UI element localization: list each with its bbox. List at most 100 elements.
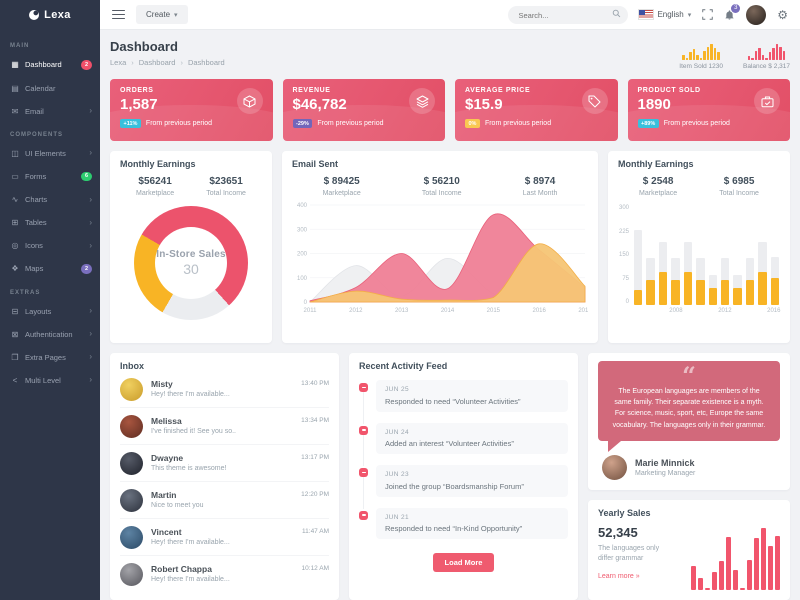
search-icon[interactable]: [612, 9, 621, 18]
sales-bar: [691, 565, 696, 590]
sidebar-item-label: Multi Level: [25, 375, 61, 385]
breadcrumb-item[interactable]: Lexa: [110, 58, 127, 67]
sidebar-item-layouts[interactable]: ⊟ Layouts ›: [0, 300, 100, 323]
earnings-bar-plot: [633, 205, 780, 305]
sidebar-item-maps[interactable]: ❖ Maps 2: [0, 257, 100, 281]
card-title: Recent Activity Feed: [359, 361, 448, 371]
brand-logo[interactable]: Lexa: [0, 0, 100, 30]
inbox-message-row[interactable]: Martin Nice to meet you 12:20 PM: [120, 482, 329, 519]
sales-bar: [719, 561, 724, 590]
inbox-message-row[interactable]: Vincent Hey! there I'm available... 11:47 …: [120, 519, 329, 556]
sender-name: Dwayne: [151, 452, 184, 463]
y-tick-label: 75: [622, 275, 629, 282]
spark-bar: [685, 58, 689, 60]
notifications-bell-icon[interactable]: 3: [724, 3, 741, 21]
avatar: [120, 451, 143, 475]
inbox-message-row[interactable]: Dwayne This theme is awesome! 13:17 PM: [120, 445, 329, 482]
us-flag-icon: [638, 9, 655, 20]
bar-earning: [671, 280, 680, 305]
balance-stat: Balance $ 2,317: [743, 43, 790, 70]
sales-bar: [712, 572, 717, 590]
sidebar-item-label: Email: [25, 106, 44, 116]
item-sold-sparkline: [679, 43, 723, 60]
forms-icon: ▭: [11, 171, 19, 181]
sidebar-item-ui-elements[interactable]: ◫ UI Elements ›: [0, 142, 100, 165]
stat-note: From previous period: [484, 120, 552, 127]
bar-column: [708, 205, 718, 305]
stat-label: Last Month: [522, 190, 558, 197]
sales-bar: [726, 536, 731, 590]
svg-text:2012: 2012: [349, 308, 363, 314]
topbar-main: Create English 3 ⚙: [100, 0, 800, 30]
spark-bar: [699, 58, 703, 60]
sidebar-item-email[interactable]: ✉ Email ›: [0, 100, 100, 123]
settings-gear-icon[interactable]: ⚙: [777, 7, 788, 22]
sidebar-item-label: Icons: [25, 241, 43, 251]
bar-column: [720, 205, 730, 305]
sidebar-item-multi-level[interactable]: < Multi Level ›: [0, 369, 100, 392]
activity-date: JUN 24: [385, 428, 410, 436]
revenue-stat-card: REVENUE $46,782 -29% From previous period: [282, 79, 445, 141]
svg-text:2015: 2015: [487, 308, 501, 314]
svg-text:2014: 2014: [441, 308, 455, 314]
bar-column: [683, 205, 693, 305]
spark-bar: [713, 48, 717, 60]
sidebar-item-label: Authentication: [25, 329, 73, 339]
sidebar-item-charts[interactable]: ∿ Charts ›: [0, 188, 100, 211]
multi-level-icon: <: [12, 375, 18, 385]
earnings-bar-yaxis: 0 75 150 225 300: [618, 205, 633, 305]
y-tick-label: 0: [625, 299, 629, 305]
sidebar-item-extra-pages[interactable]: ❐ Extra Pages ›: [0, 346, 100, 369]
sidebar-item-calendar[interactable]: ▤ Calendar: [0, 77, 100, 100]
message-preview: Hey! there I'm available...: [151, 576, 230, 583]
sidebar-item-tables[interactable]: ⊞ Tables ›: [0, 211, 100, 234]
orders-stat-card: ORDERS 1,587 +11% From previous period: [110, 79, 273, 141]
create-button[interactable]: Create: [136, 5, 188, 24]
charts-icon: ∿: [11, 195, 19, 205]
avatar: [120, 488, 143, 512]
quote-block: “ The European languages are members of …: [598, 361, 780, 441]
stat-value: $ 2548: [642, 176, 674, 187]
card-title: Yearly Sales: [598, 507, 651, 518]
search-box: [508, 5, 629, 25]
load-more-button[interactable]: Load More: [432, 553, 495, 572]
search-input[interactable]: [508, 6, 629, 25]
sidebar-item-dashboard[interactable]: ▦ Dashboard 2: [0, 53, 100, 77]
fullscreen-icon[interactable]: [702, 9, 713, 20]
tables-icon: ⊞: [11, 218, 19, 228]
sidebar-item-icons[interactable]: ◎ Icons ›: [0, 234, 100, 257]
inbox-message-row[interactable]: Robert Chappa Hey! there I'm available...…: [120, 556, 329, 592]
avatar: [120, 525, 143, 549]
sidebar-nav: MAIN ▦ Dashboard 2 ▤ Calendar ✉ Email › COMPONENT…: [0, 30, 100, 600]
sender-name: Vincent: [151, 526, 182, 537]
message-preview: I've finished it! See you so..: [151, 428, 236, 435]
message-preview: Hey! there I'm available...: [151, 539, 230, 546]
head-stats: Item Sold 1230 Balance $ 2,317: [679, 38, 790, 70]
x-tick-label: 2012: [718, 308, 732, 314]
inbox-message-row[interactable]: Misty Hey! there I'm available... 13:40 PM: [120, 371, 329, 408]
sender-name: Melissa: [151, 415, 182, 426]
language-selector[interactable]: English: [638, 9, 691, 20]
sender-name: Misty: [151, 378, 173, 389]
learn-more-link[interactable]: Learn more »: [598, 572, 640, 580]
breadcrumb-item[interactable]: Dashboard: [138, 58, 176, 67]
stat-value: $ 89425: [323, 176, 360, 187]
bar-column: [658, 205, 668, 305]
trend-badge: +11%: [120, 119, 141, 128]
inbox-message-row[interactable]: Melissa I've finished it! See you so.. 13:…: [120, 408, 329, 445]
message-time: 13:40 PM: [301, 379, 329, 387]
right-column: “ The European languages are members of …: [588, 353, 790, 600]
bar-column: [695, 205, 705, 305]
bar-earning: [696, 280, 705, 305]
sidebar-item-forms[interactable]: ▭ Forms 6: [0, 165, 100, 189]
dashboard-icon: ▦: [11, 60, 19, 70]
activity-text: Responded to need “Volunteer Activities”: [385, 396, 521, 406]
message-time: 10:12 AM: [301, 564, 329, 572]
chevron-right-icon: ›: [89, 148, 92, 158]
bar-column: [670, 205, 680, 305]
user-avatar[interactable]: [746, 4, 767, 25]
spark-bar: [761, 55, 765, 60]
sidebar-item-authentication[interactable]: ⊠ Authentication ›: [0, 323, 100, 346]
menu-toggle-icon[interactable]: [112, 8, 125, 22]
spark-bar: [758, 48, 761, 60]
